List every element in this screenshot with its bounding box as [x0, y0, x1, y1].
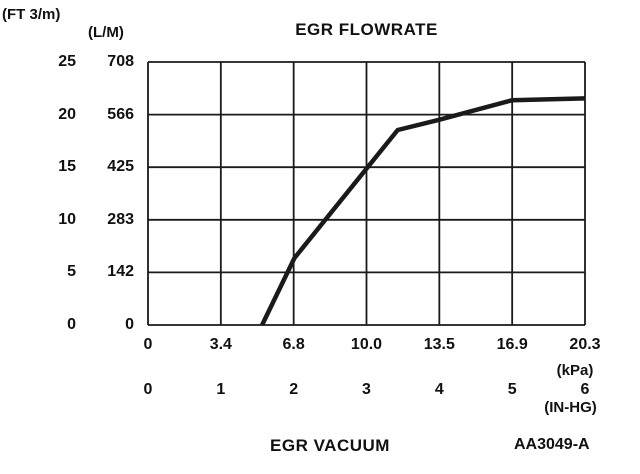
x-axis-title: EGR VACUUM [270, 436, 390, 455]
x-tick-label-inhg: 6 [580, 381, 590, 398]
y-tick-label-ft3m: 25 [58, 53, 76, 70]
x-axis-label-inhg: (IN-HG) [544, 399, 597, 416]
y-tick-label-lm: 425 [107, 158, 134, 176]
x-tick-label-inhg: 4 [434, 381, 444, 398]
x-tick-label-inhg: 5 [507, 381, 517, 398]
x-tick-label-inhg: 3 [362, 381, 371, 398]
egr-flow-curve [260, 96, 586, 326]
y-tick-label-lm: 283 [107, 210, 134, 228]
y-tick-label-ft3m: 15 [58, 158, 76, 176]
x-tick-label-kpa: 13.5 [423, 336, 455, 353]
y-tick-label-ft3m: 20 [58, 105, 76, 123]
y-tick-label-ft3m: 5 [67, 263, 76, 281]
y-tick-label-lm: 142 [107, 263, 134, 281]
y-tick-label-ft3m: 0 [67, 316, 76, 333]
x-tick-label-inhg: 2 [289, 381, 299, 398]
y-tick-label-lm: 566 [107, 105, 134, 123]
figure-code: AA3049-A [514, 436, 590, 453]
chart-title: EGR FLOWRATE [295, 20, 438, 39]
x-tick-label-inhg: 1 [216, 381, 226, 398]
x-tick-label-inhg: 0 [143, 381, 153, 398]
x-tick-label-kpa: 20.3 [569, 336, 601, 353]
x-tick-label-kpa: 10.0 [350, 336, 383, 353]
x-tick-label-kpa: 6.8 [282, 336, 305, 353]
y-axis-label-lm: (L/M) [88, 24, 124, 41]
y-tick-label-lm: 0 [125, 316, 134, 333]
y-axis-label-ft3m: (FT 3/m) [2, 6, 61, 23]
x-tick-label-kpa: 3.4 [209, 336, 232, 353]
y-tick-label-lm: 708 [107, 53, 134, 70]
x-tick-label-kpa: 16.9 [496, 336, 528, 353]
x-tick-label-kpa: 0 [143, 336, 153, 353]
y-tick-label-ft3m: 10 [58, 210, 76, 228]
x-axis-label-kpa: (kPa) [556, 362, 594, 379]
